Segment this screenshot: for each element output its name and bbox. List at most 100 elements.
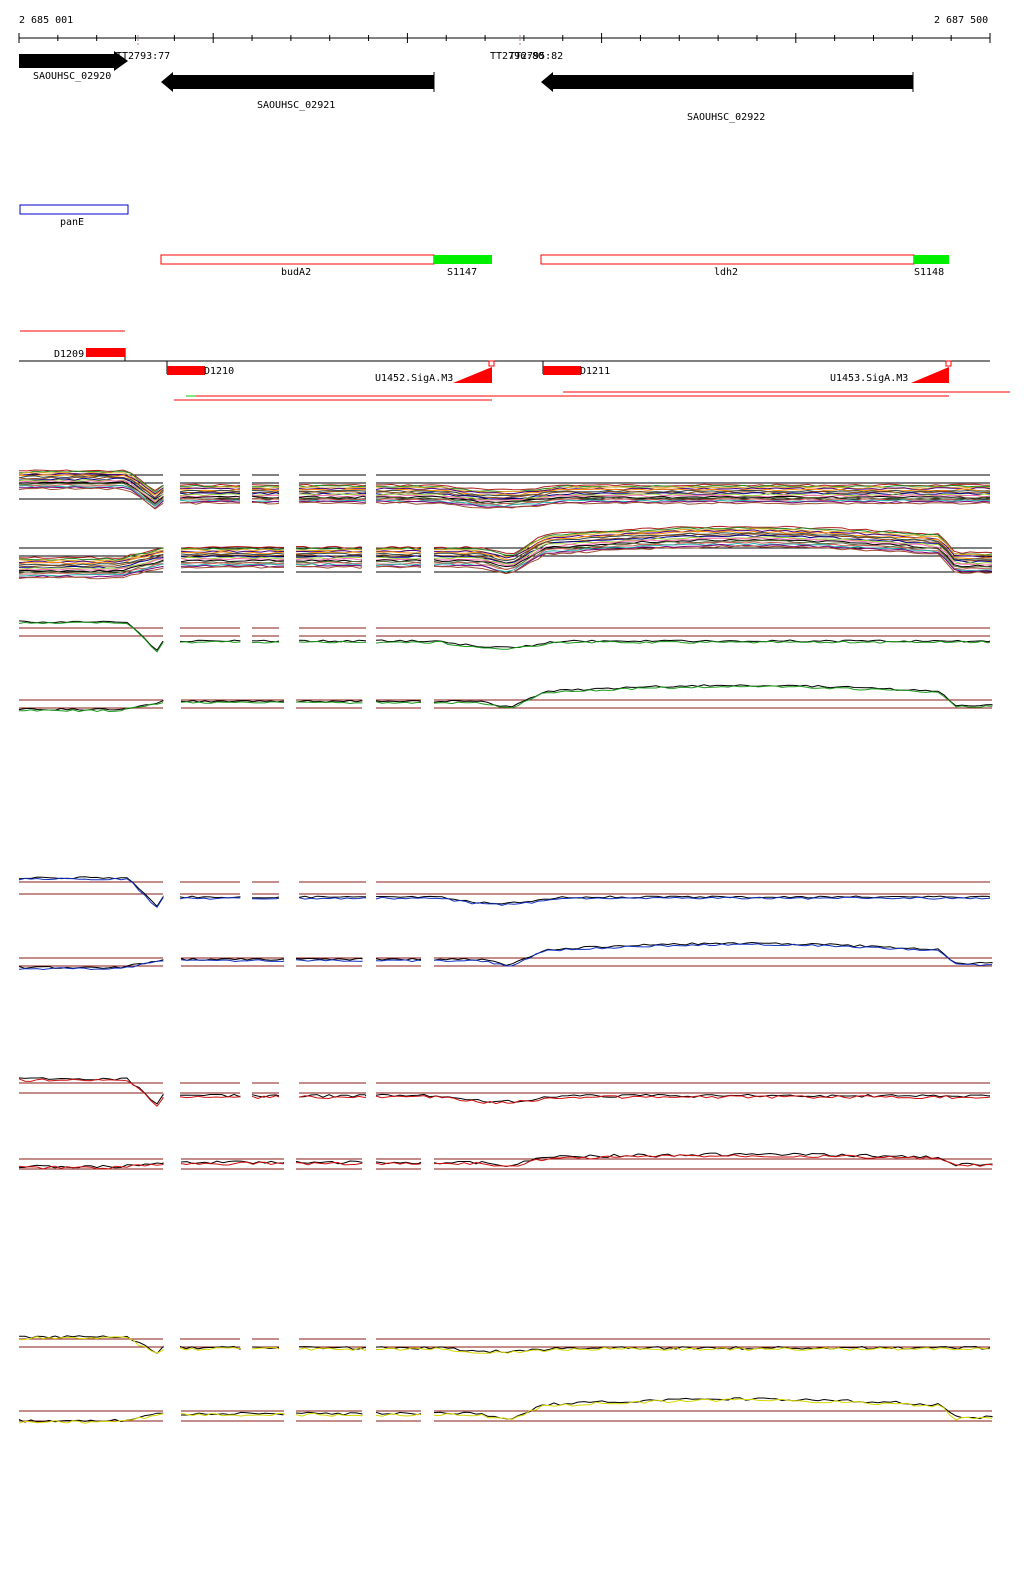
- operon-box[interactable]: [540, 254, 915, 265]
- expression-profile: [18, 876, 164, 907]
- operon-label: budA2: [281, 267, 311, 278]
- terminator-track: TT2793:77 TT2796:80 TT2795:82: [116, 35, 563, 62]
- expression-profile: [295, 959, 363, 962]
- expression-profile: [375, 957, 422, 961]
- expression-profile: [251, 485, 280, 488]
- expression-profile: [180, 548, 285, 552]
- expression-profile: [298, 489, 367, 493]
- expression-profile: [179, 501, 241, 505]
- expression-profile: [375, 487, 991, 495]
- operon-box-filled[interactable]: [434, 255, 492, 264]
- expression-profile: [433, 527, 993, 558]
- expression-profile: [295, 548, 363, 551]
- expression-profile: [375, 495, 990, 503]
- transcript-block[interactable]: [86, 348, 125, 357]
- expression-profile: [295, 1411, 363, 1416]
- expression-profile: [180, 563, 285, 567]
- expression-profile: [433, 1154, 993, 1167]
- gene-track: SAOUHSC_02920 SAOUHSC_02921 SAOUHSC_0292…: [19, 51, 914, 123]
- expression-profile: [433, 539, 993, 571]
- operon-box[interactable]: [19, 204, 129, 215]
- expression-profile: [18, 481, 164, 505]
- expression-profile: [295, 563, 363, 567]
- expression-profile: [18, 699, 164, 711]
- expression-profile: [18, 474, 164, 496]
- expression-profile: [433, 685, 993, 709]
- transcript-block[interactable]: [543, 366, 581, 375]
- transcript-block[interactable]: [167, 366, 205, 375]
- expression-profile: [295, 547, 363, 551]
- ruler-ticks: [18, 33, 991, 43]
- expression-profile: [179, 1347, 241, 1351]
- expression-profile: [179, 490, 241, 494]
- expression-profile: [18, 621, 164, 653]
- expression-profile: [251, 494, 280, 497]
- expression-profile: [295, 565, 363, 569]
- expression-profile: [251, 1095, 280, 1100]
- promoter-triangle[interactable]: [453, 367, 492, 383]
- expression-profile: [295, 555, 363, 559]
- gene-arrow[interactable]: [541, 72, 913, 92]
- expression-profile: [179, 640, 241, 644]
- expression-profile: [433, 545, 993, 575]
- promoter-triangle[interactable]: [911, 367, 949, 383]
- promoter-label: U1453.SigA.M3: [830, 373, 908, 384]
- expression-profile: [298, 499, 367, 503]
- expression-profile: [376, 1346, 991, 1354]
- operon-label: S1147: [447, 267, 477, 278]
- promoter-marker: [945, 360, 952, 367]
- expression-profile: [375, 1161, 422, 1165]
- expression-profile: [433, 1152, 993, 1168]
- expression-profile: [251, 486, 280, 490]
- expression-profile: [18, 558, 164, 570]
- expression-profile: [18, 563, 164, 577]
- expression-profile: [18, 1078, 164, 1108]
- expression-profile: [433, 534, 993, 564]
- expression-profile: [295, 554, 363, 557]
- operon-box[interactable]: [160, 254, 435, 265]
- expression-profile: [19, 470, 164, 493]
- terminator-label[interactable]: TT2793:77: [116, 51, 170, 62]
- promoter-marker: [488, 360, 495, 367]
- expression-profile: [179, 487, 241, 490]
- expression-profile: [18, 1163, 164, 1170]
- gene-arrow[interactable]: [161, 72, 434, 92]
- gene-arrow[interactable]: [19, 51, 128, 71]
- expression-profile: [433, 538, 993, 568]
- operon-label: panE: [60, 217, 84, 228]
- expression-profile: [375, 560, 422, 564]
- expression-profile: [18, 560, 164, 574]
- expression-profile: [433, 1398, 993, 1421]
- expression-profile: [18, 566, 164, 578]
- expression-profile: [18, 555, 164, 568]
- expression-profile: [18, 567, 164, 580]
- expression-profile: [295, 556, 363, 560]
- operon-box-filled[interactable]: [914, 255, 949, 264]
- expression-profile: [298, 493, 366, 497]
- expression-profile: [295, 557, 363, 561]
- gene-label: SAOUHSC_02920: [33, 71, 111, 82]
- expression-profile: [375, 1095, 991, 1105]
- terminator-label[interactable]: TT2796:80: [490, 51, 544, 62]
- expression-profile: [375, 488, 991, 496]
- expression-profile: [180, 1161, 285, 1166]
- expression-profile: [179, 896, 241, 900]
- expression-profile: [375, 550, 422, 553]
- expression-profile: [180, 555, 285, 559]
- expression-profile: [295, 1161, 363, 1166]
- expression-profile: [18, 477, 164, 500]
- expression-profile: [251, 1347, 280, 1350]
- expression-profile: [180, 559, 285, 563]
- expression-profile: [179, 495, 241, 499]
- expression-profile: [180, 565, 285, 569]
- expression-profile: [251, 492, 280, 495]
- gene-label: SAOUHSC_02921: [257, 100, 335, 111]
- expression-profile: [298, 1347, 367, 1352]
- terminator-label[interactable]: TT2795:82: [509, 51, 563, 62]
- expression-profile: [298, 897, 367, 900]
- expression-profile: [298, 1095, 367, 1100]
- expression-profile: [180, 552, 285, 556]
- expression-profile: [251, 484, 280, 487]
- expression-profile: [433, 542, 993, 573]
